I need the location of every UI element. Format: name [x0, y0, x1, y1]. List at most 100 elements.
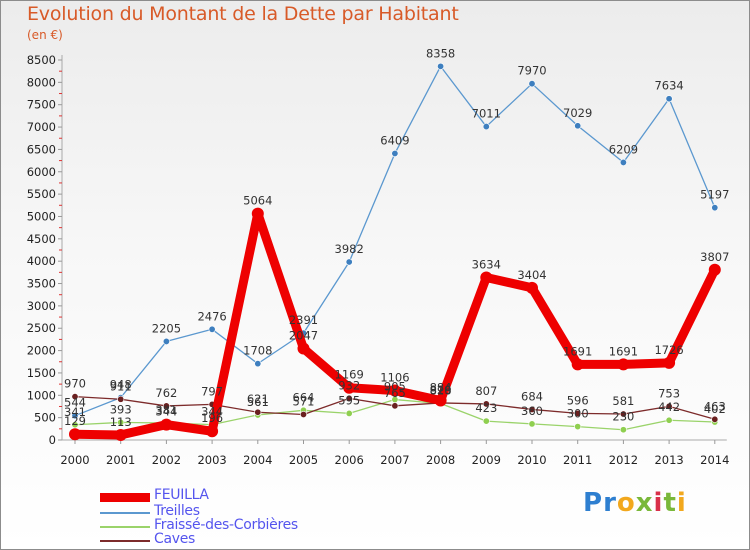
- data-label: 8358: [426, 46, 455, 60]
- data-label: 3807: [700, 250, 729, 264]
- data-label: 7029: [563, 106, 592, 120]
- legend-label: FEUILLA: [154, 487, 209, 503]
- series-point: [528, 80, 536, 88]
- data-label: 932: [338, 378, 360, 392]
- legend-swatch: [100, 540, 150, 542]
- y-tick-label: 4500: [27, 232, 56, 246]
- data-label: 196: [201, 411, 223, 425]
- logo-letter: o: [616, 488, 636, 518]
- data-label: 1106: [380, 371, 409, 385]
- unit-label: (en €): [27, 28, 63, 42]
- data-label: 544: [64, 396, 86, 410]
- data-label: 621: [247, 392, 269, 406]
- data-label: 393: [110, 402, 132, 416]
- data-label: 423: [475, 401, 497, 415]
- data-label: 595: [338, 393, 360, 407]
- data-label: 807: [475, 384, 497, 398]
- data-label: 905: [384, 380, 406, 394]
- data-label: 7634: [654, 79, 683, 93]
- data-label: 596: [567, 393, 589, 407]
- y-tick-label: 6500: [27, 142, 56, 156]
- y-tick-label: 3000: [27, 299, 56, 313]
- x-tick-label: 2008: [426, 453, 455, 467]
- data-label: 561: [247, 395, 269, 409]
- logo-letter: i: [653, 488, 664, 518]
- series-point: [434, 394, 447, 407]
- x-tick-label: 2013: [654, 453, 683, 467]
- series-layer: [69, 62, 721, 441]
- series-point: [711, 204, 719, 212]
- series-point: [663, 356, 676, 369]
- series-point: [574, 122, 582, 130]
- axes: 0 500 1000 1500 2000 2500 3000 3500 4000 4500 5000…: [27, 53, 730, 467]
- series-point: [114, 428, 127, 441]
- series-point: [617, 358, 630, 371]
- data-label: 113: [110, 415, 132, 429]
- x-tick-label: 2011: [563, 453, 592, 467]
- series-point: [160, 418, 173, 431]
- series-point: [391, 402, 399, 410]
- logo-letter: r: [603, 488, 617, 518]
- data-label: 571: [293, 394, 315, 408]
- series-point: [345, 258, 353, 266]
- series-point: [482, 123, 490, 131]
- x-tick-label: 2007: [380, 453, 409, 467]
- series-point: [206, 425, 219, 438]
- data-label: 2476: [197, 309, 226, 323]
- legend-swatch: [100, 526, 150, 528]
- data-label: 3404: [517, 268, 546, 282]
- series-point: [526, 281, 538, 294]
- series-point: [251, 207, 264, 220]
- series-point: [528, 420, 536, 428]
- series-point: [208, 325, 216, 333]
- data-label: 762: [155, 386, 177, 400]
- x-tick-label: 2012: [609, 453, 638, 467]
- data-label: 442: [658, 400, 680, 414]
- data-label: 3982: [335, 242, 364, 256]
- data-label: 344: [201, 405, 223, 419]
- series-point: [71, 421, 79, 429]
- logo-letter: x: [635, 488, 654, 518]
- data-label: 1691: [609, 344, 638, 358]
- data-label: 6409: [380, 133, 409, 147]
- data-label: 884: [430, 380, 452, 394]
- data-label: 2205: [152, 321, 181, 335]
- proxiti-logo: Proxiti: [583, 488, 687, 518]
- y-tick-label: 7000: [27, 120, 56, 134]
- legend-label: Treilles: [154, 503, 200, 519]
- series-point: [480, 271, 493, 284]
- series-point: [665, 402, 673, 410]
- data-label: 765: [384, 386, 406, 400]
- data-label: 6209: [609, 142, 638, 156]
- data-label: 230: [612, 410, 634, 424]
- series-point: [162, 402, 170, 410]
- series-point: [619, 158, 627, 166]
- y-tick-label: 4000: [27, 254, 56, 268]
- series-point: [571, 358, 584, 371]
- data-label: 341: [64, 405, 86, 419]
- series-point: [117, 418, 125, 426]
- x-tick-label: 2004: [243, 453, 272, 467]
- logo-letter: P: [583, 488, 604, 518]
- data-label: 1169: [335, 368, 364, 382]
- data-label: 581: [612, 394, 634, 408]
- series-point: [345, 394, 353, 402]
- y-tick-label: 500: [34, 411, 56, 425]
- y-tick-label: 1500: [27, 366, 56, 380]
- series-point: [71, 393, 79, 401]
- series-point: [388, 384, 401, 397]
- x-tick-label: 2009: [472, 453, 501, 467]
- data-label: 753: [658, 386, 680, 400]
- y-tick-label: 6000: [27, 165, 56, 179]
- series-point: [343, 381, 356, 394]
- y-tick-label: 7500: [27, 98, 56, 112]
- data-label: 3634: [472, 258, 501, 272]
- y-tick-label: 5000: [27, 209, 56, 223]
- series-point: [574, 409, 582, 417]
- data-label: 2391: [289, 313, 318, 327]
- data-label: 402: [704, 402, 726, 416]
- x-tick-label: 2000: [60, 453, 89, 467]
- y-tick-label: 8000: [27, 75, 56, 89]
- legend-label: Caves: [154, 531, 196, 547]
